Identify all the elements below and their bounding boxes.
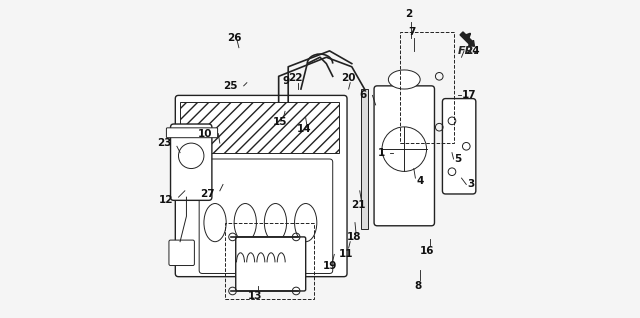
FancyBboxPatch shape: [374, 86, 435, 226]
Ellipse shape: [264, 204, 287, 242]
Text: 27: 27: [200, 189, 214, 199]
Text: 23: 23: [157, 138, 172, 148]
FancyBboxPatch shape: [199, 159, 333, 273]
Text: 22: 22: [288, 73, 303, 83]
Text: 13: 13: [248, 291, 262, 301]
Text: 16: 16: [420, 246, 435, 256]
Text: 5: 5: [454, 154, 462, 164]
Ellipse shape: [234, 204, 257, 242]
Text: 11: 11: [339, 249, 354, 259]
Text: 9: 9: [282, 76, 289, 86]
Text: 19: 19: [323, 260, 337, 271]
FancyArrow shape: [460, 32, 474, 46]
FancyBboxPatch shape: [442, 99, 476, 194]
Ellipse shape: [388, 70, 420, 89]
Text: 18: 18: [346, 232, 361, 242]
FancyBboxPatch shape: [169, 240, 195, 266]
Text: 7: 7: [408, 27, 415, 37]
FancyBboxPatch shape: [175, 95, 347, 277]
Text: 12: 12: [159, 195, 173, 205]
Text: 4: 4: [417, 176, 424, 186]
Text: FR.: FR.: [458, 46, 479, 56]
Ellipse shape: [204, 204, 226, 242]
Text: 1: 1: [378, 148, 385, 158]
FancyBboxPatch shape: [362, 89, 368, 229]
Text: 20: 20: [340, 73, 355, 83]
Text: 3: 3: [467, 179, 474, 190]
Text: 21: 21: [351, 200, 366, 210]
FancyBboxPatch shape: [236, 237, 306, 291]
Text: 24: 24: [465, 46, 479, 56]
Ellipse shape: [294, 204, 317, 242]
Text: 15: 15: [273, 117, 287, 128]
Text: 17: 17: [462, 90, 476, 100]
Text: 6: 6: [360, 90, 367, 100]
Text: 10: 10: [198, 128, 212, 139]
Text: 26: 26: [227, 33, 241, 43]
FancyBboxPatch shape: [170, 124, 212, 200]
Text: 2: 2: [404, 9, 412, 19]
Text: 25: 25: [223, 81, 238, 91]
FancyBboxPatch shape: [166, 128, 218, 138]
Text: 14: 14: [297, 124, 312, 134]
Text: 8: 8: [414, 281, 422, 291]
